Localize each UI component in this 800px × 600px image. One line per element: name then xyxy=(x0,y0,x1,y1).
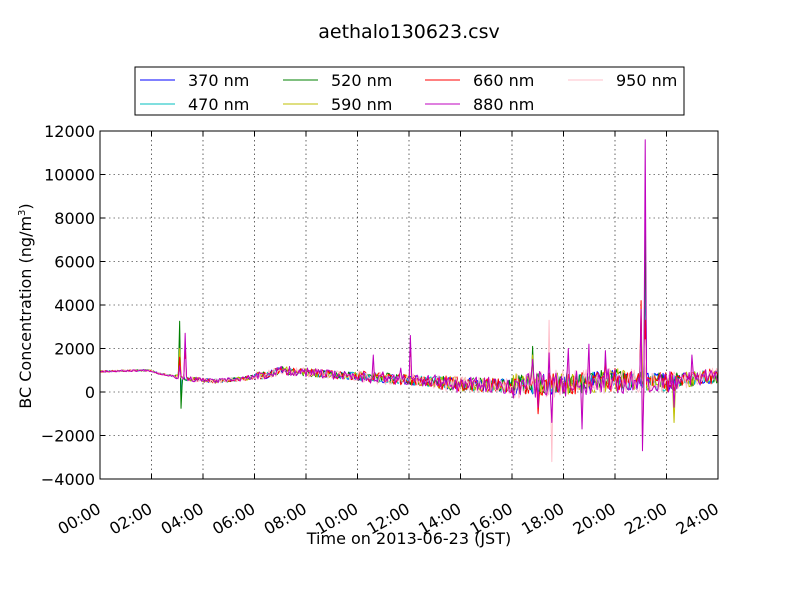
y-tick-label: 0 xyxy=(85,383,95,402)
y-tick-label: 10000 xyxy=(44,166,95,185)
series-line-880-nm xyxy=(99,139,719,452)
x-axis-label: Time on 2013-06-23 (JST) xyxy=(306,529,511,548)
legend-label: 590 nm xyxy=(331,95,392,114)
y-axis-label: BC Concentration (ng/m3) xyxy=(16,203,35,408)
y-tick-label: 12000 xyxy=(44,122,95,141)
y-tick-label: −2000 xyxy=(41,427,95,446)
legend-label: 660 nm xyxy=(473,71,534,90)
y-tick-label: 2000 xyxy=(54,340,95,359)
legend-label: 370 nm xyxy=(188,71,249,90)
y-axis-label-end: ) xyxy=(16,203,35,209)
chart-title: aethalo130623.csv xyxy=(318,21,500,43)
series-layer xyxy=(99,139,719,463)
y-tick-label: 4000 xyxy=(54,296,95,315)
y-axis-label-sup: 3 xyxy=(17,210,28,216)
y-tick-label: 8000 xyxy=(54,209,95,228)
y-tick-label: −4000 xyxy=(41,470,95,489)
legend-label: 880 nm xyxy=(473,95,534,114)
legend-label: 520 nm xyxy=(331,71,392,90)
y-tick-label: 6000 xyxy=(54,253,95,272)
legend-box xyxy=(134,66,685,116)
y-axis-label-main: BC Concentration (ng/m xyxy=(16,216,35,409)
legend-label: 950 nm xyxy=(616,71,677,90)
legend-label: 470 nm xyxy=(188,95,249,114)
legend: 370 nm 470 nm 520 nm 590 nm 660 nm 880 nm 950 … xyxy=(134,66,685,116)
